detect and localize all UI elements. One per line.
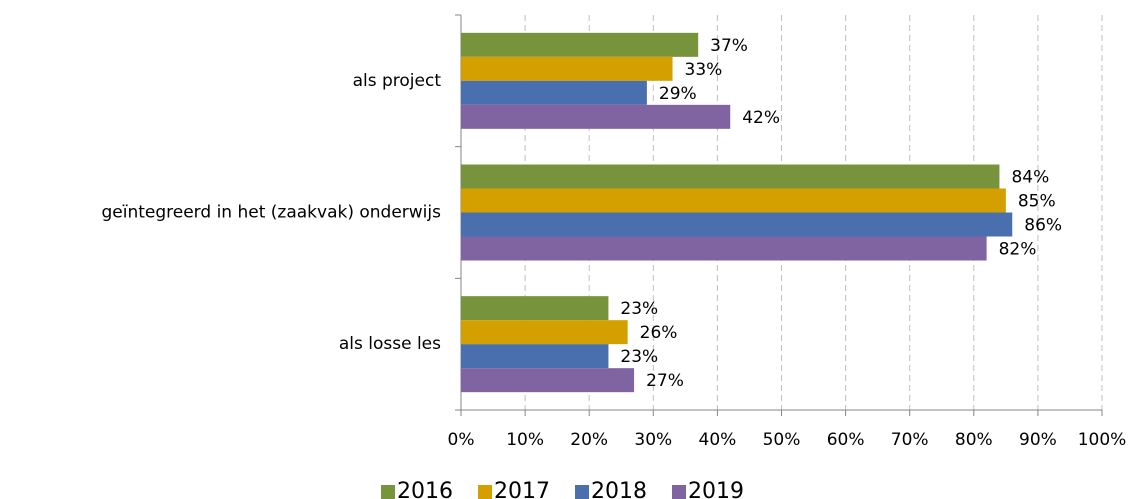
data-label: 86% xyxy=(1024,216,1062,236)
legend-swatch xyxy=(672,485,686,499)
bar xyxy=(461,104,731,129)
legend-swatch xyxy=(575,485,589,499)
data-label: 84% xyxy=(1011,168,1049,188)
data-label: 82% xyxy=(999,240,1037,260)
bar xyxy=(461,80,647,105)
data-label: 37% xyxy=(710,36,748,56)
data-label: 85% xyxy=(1018,192,1056,212)
legend-swatch xyxy=(381,485,395,499)
bar xyxy=(461,32,699,57)
data-label: 33% xyxy=(685,60,723,80)
bar xyxy=(461,212,1013,237)
legend-label: 2019 xyxy=(688,479,744,499)
legend-label: 2017 xyxy=(494,479,550,499)
data-label: 27% xyxy=(646,371,684,391)
x-tick-label: 50% xyxy=(763,430,801,450)
data-label: 23% xyxy=(620,347,658,367)
bar xyxy=(461,56,673,81)
x-tick-label: 40% xyxy=(699,430,737,450)
bar xyxy=(461,320,628,345)
bar xyxy=(461,188,1006,213)
x-tick-label: 20% xyxy=(570,430,608,450)
y-tick-label: geïntegreerd in het (zaakvak) onderwijs xyxy=(101,203,441,223)
bar xyxy=(461,296,609,321)
x-tick-label: 70% xyxy=(891,430,929,450)
bar xyxy=(461,236,987,261)
x-tick-label: 10% xyxy=(506,430,544,450)
data-label: 23% xyxy=(620,299,658,319)
x-tick-label: 100% xyxy=(1078,430,1127,450)
bar xyxy=(461,368,635,393)
bar xyxy=(461,344,609,369)
bar xyxy=(461,164,1000,189)
y-tick-label: als project xyxy=(353,71,442,91)
data-label: 29% xyxy=(659,84,697,104)
x-tick-label: 80% xyxy=(955,430,993,450)
x-tick-label: 90% xyxy=(1019,430,1057,450)
data-label: 42% xyxy=(742,108,780,128)
legend-swatch xyxy=(478,485,492,499)
legend-label: 2018 xyxy=(591,479,647,499)
y-tick-label: als losse les xyxy=(339,334,441,354)
x-tick-label: 30% xyxy=(634,430,672,450)
data-label: 26% xyxy=(640,323,678,343)
x-tick-label: 60% xyxy=(827,430,865,450)
legend-label: 2016 xyxy=(397,479,453,499)
x-tick-label: 0% xyxy=(448,430,475,450)
